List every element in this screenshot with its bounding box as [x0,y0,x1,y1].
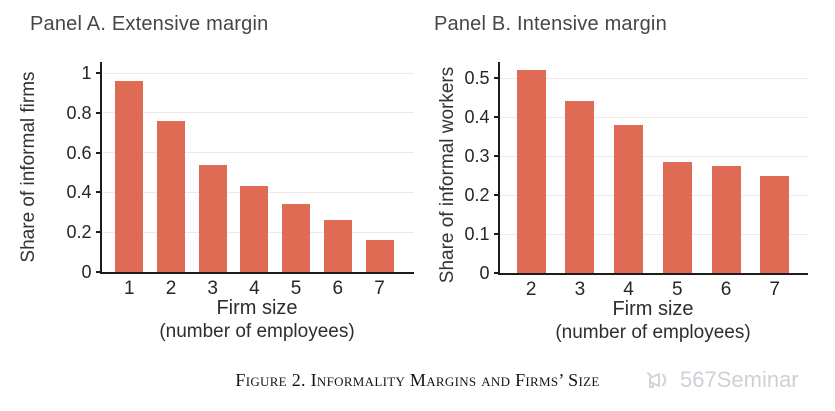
y-tick-label: 0.6 [66,142,92,163]
y-gridline [101,72,414,74]
y-tick-label: 0.2 [66,222,92,243]
bar [760,175,790,273]
y-tick-mark [493,155,499,157]
y-tick-mark [95,151,101,154]
panel-b-x-axis-sublabel: (number of employees) [555,322,751,343]
y-axis-line [497,62,500,273]
bar [198,164,227,272]
x-axis-line [497,273,808,275]
bar [240,186,269,272]
y-gridline [499,77,808,79]
y-tick-mark [95,191,101,194]
watermark-text: 567Seminar [680,367,799,392]
megaphone-icon [647,372,667,388]
panel-a-x-axis-sublabel: (number of employees) [159,321,355,342]
x-axis-line [99,272,414,274]
y-tick-mark [95,111,101,114]
panel-b-title: Panel B. Intensive margin [434,13,667,35]
bar [711,165,741,273]
panel-b-y-axis-label: Share of informal workers [437,66,458,284]
y-gridline [101,152,414,154]
bar [115,80,144,272]
y-tick-mark [95,72,101,74]
y-tick-label: 1 [81,63,92,83]
bar [614,124,644,273]
y-gridline [101,191,414,193]
panel-a-y-axis-label: Share of informal firms [18,71,39,263]
y-tick-mark [493,272,499,274]
panel-a-title: Panel A. Extensive margin [30,13,269,35]
y-tick-label: 0.4 [66,182,92,203]
y-gridline [101,112,414,114]
y-tick-mark [95,271,101,273]
y-tick-mark [493,194,499,196]
watermark: 567Seminar [644,366,799,394]
y-tick-mark [493,116,499,118]
bar [323,220,352,272]
y-tick-label: 0 [81,262,92,282]
y-tick-mark [95,231,101,234]
y-gridline [101,231,414,233]
y-tick-label: 0.8 [66,102,92,123]
panel-b-x-axis-label: Firm size [612,298,694,320]
y-tick-mark [493,77,499,79]
bar [516,70,546,273]
bar [157,120,185,272]
bar [282,204,311,272]
panel-a-x-axis-label: Firm size [216,297,298,319]
figure-caption: Figure 2. Informality Margins and Firms’… [235,370,600,390]
bar [662,161,692,273]
y-axis-line [99,62,102,272]
y-gridline [499,155,808,157]
y-gridline [499,233,808,235]
y-gridline [499,194,808,196]
bar [365,240,394,272]
y-tick-mark [493,233,499,235]
bar [565,101,595,273]
y-gridline [499,116,808,118]
